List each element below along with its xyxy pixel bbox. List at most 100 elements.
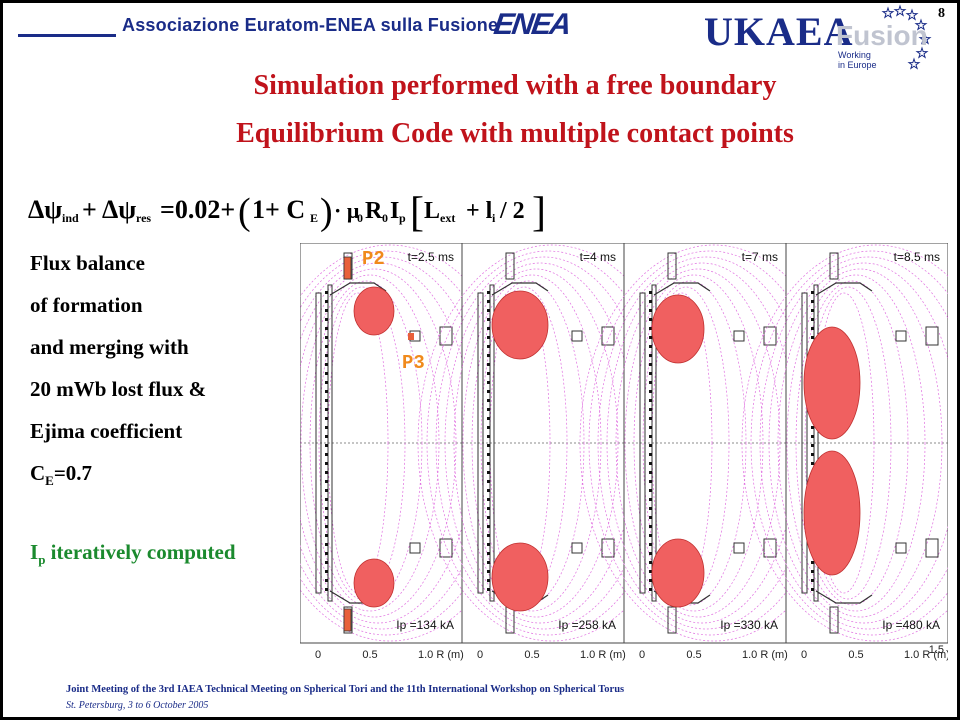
coil-point [649,453,652,456]
coil-point [811,561,814,564]
coil-point [649,570,652,573]
coil-point [649,516,652,519]
flux-contour [624,274,764,612]
coil-point [325,561,328,564]
flux-contour [750,250,948,636]
coil-point [811,444,814,447]
description-line-3: and merging with [30,335,189,359]
upper-divertor [329,282,387,296]
coil-point [487,327,490,330]
coil-point [487,408,490,411]
coil-point [487,561,490,564]
coil-point [649,354,652,357]
coil-point [811,462,814,465]
plasma-region [651,538,705,608]
coil-point [649,534,652,537]
flux-contour [741,244,948,642]
plasma-region [803,450,861,576]
description-line-1: Flux balance [30,251,145,275]
flux-contour [759,256,948,630]
outer-coil-lower-2 [601,538,615,558]
eq-res-sub: res [136,211,151,225]
flux-contour [633,280,747,606]
coil-point [811,435,814,438]
coil-point [325,327,328,330]
ce-prefix: C [30,461,46,485]
x-tick-label: 0 [315,649,321,661]
lower-coil [829,606,839,634]
title-line-1: Simulation performed with a free boundar… [253,70,777,101]
coil-point [325,534,328,537]
coil-point [325,354,328,357]
coil-point [811,318,814,321]
x-tick-label: 1.0 R (m) [580,649,626,661]
coil-point [811,327,814,330]
coil-point [325,390,328,393]
coil-point [487,516,490,519]
plasma-region [491,542,549,612]
footer-location: St. Petersburg, 3 to 6 October 2005 [66,700,209,711]
coil-point [325,588,328,591]
inner-wall [651,284,657,602]
coil-point [325,408,328,411]
eq-r: R [365,198,383,224]
coil-point [487,318,490,321]
upper-coil [505,252,515,280]
eq-plus-li: + l [466,198,493,224]
coil-point [649,291,652,294]
coil-point [487,570,490,573]
x-tick-label: 1.0 R (m) [904,649,948,661]
time-label: t=4 ms [580,250,616,264]
coil-point [487,291,490,294]
flux-equation: Δψ ind + Δψ res =0.02+ ( 1+ C E ) · μ 0 … [28,190,546,234]
coil-point [325,309,328,312]
eq-plus: + [82,195,97,224]
coil-point [325,345,328,348]
coil-point [811,336,814,339]
coil-point [325,381,328,384]
coil-point [649,462,652,465]
eq-bracket-open: [ [410,190,424,234]
upper-divertor [653,282,711,296]
eq-value: =0.02+ [160,195,235,224]
coil-point [487,489,490,492]
coil-point [487,390,490,393]
flux-contour [615,268,781,618]
coil-point [649,579,652,582]
coil-point [487,525,490,528]
coil-point [325,579,328,582]
flux-contour [768,262,948,624]
eq-delta-psi-ind: Δψ [28,195,62,224]
inner-wall [327,284,333,602]
coil-point [649,489,652,492]
outer-coil-lower [733,542,745,554]
coil-point [487,507,490,510]
coil-point [649,408,652,411]
coil-point [487,453,490,456]
point-label-p3: P3 [402,352,425,374]
coil-point [487,345,490,348]
eu-stars-icon [881,4,932,70]
coil-point [487,300,490,303]
plasma-region [803,326,861,440]
flux-contour [777,268,943,618]
outer-coil-upper-2 [925,326,939,346]
time-label: t=8.5 ms [894,250,940,264]
coil-point [649,426,652,429]
coil-point [325,444,328,447]
working-in-europe-text: Working in Europe [838,50,877,70]
coil-point [649,381,652,384]
active-coil-mid [408,333,414,340]
upper-divertor [491,282,549,296]
outer-coil-lower-2 [439,538,453,558]
coil-point [325,552,328,555]
time-label: t=2.5 ms [408,250,454,264]
ce-value: =0.7 [53,461,93,485]
coil-point [487,372,490,375]
coil-point [649,471,652,474]
outer-coil-lower-2 [763,538,777,558]
eq-delta-psi-res: Δψ [102,195,136,224]
eq-paren-close: ) [320,191,333,233]
coil-point [649,561,652,564]
coil-point [325,399,328,402]
